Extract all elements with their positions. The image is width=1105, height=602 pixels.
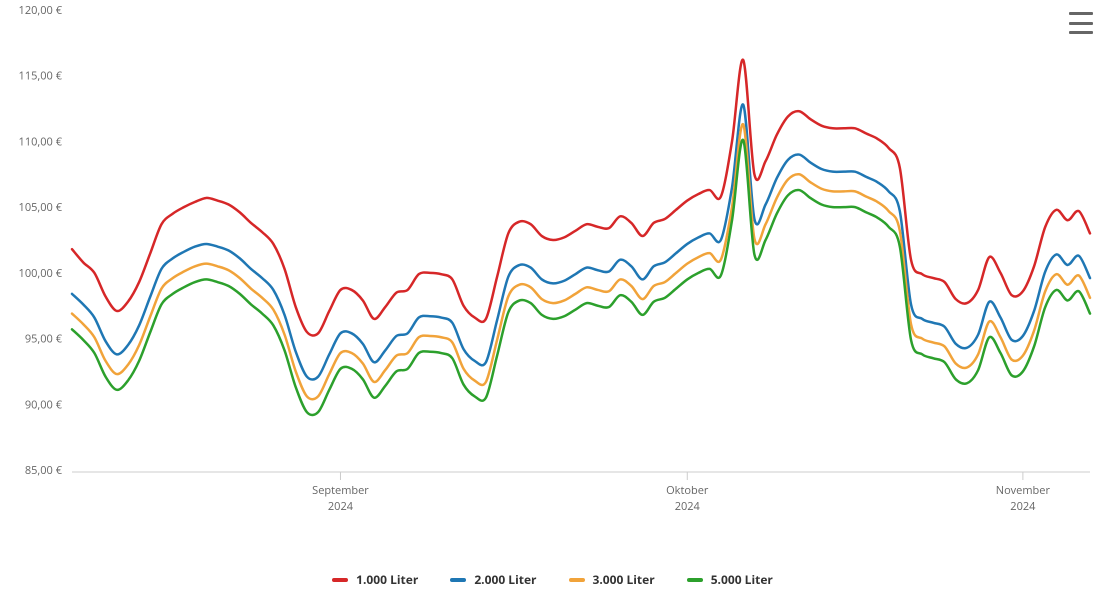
svg-text:85,00 €: 85,00 € xyxy=(25,463,63,478)
chart-menu-icon[interactable] xyxy=(1069,10,1093,36)
legend-label: 1.000 Liter xyxy=(356,571,418,588)
svg-text:2024: 2024 xyxy=(328,499,354,514)
svg-text:90,00 €: 90,00 € xyxy=(25,397,63,412)
legend-swatch xyxy=(569,578,585,582)
svg-text:Oktober: Oktober xyxy=(666,483,709,498)
svg-text:2024: 2024 xyxy=(1010,499,1036,514)
svg-text:115,00 €: 115,00 € xyxy=(19,69,63,84)
chart-legend: 1.000 Liter 2.000 Liter 3.000 Liter 5.000 L… xyxy=(0,571,1105,588)
legend-swatch xyxy=(332,578,348,582)
legend-swatch xyxy=(687,578,703,582)
svg-text:2024: 2024 xyxy=(675,499,701,514)
legend-item[interactable]: 3.000 Liter xyxy=(569,571,655,588)
legend-swatch xyxy=(450,578,466,582)
legend-label: 3.000 Liter xyxy=(593,571,655,588)
svg-text:110,00 €: 110,00 € xyxy=(19,134,63,149)
svg-text:95,00 €: 95,00 € xyxy=(25,332,63,347)
svg-text:September: September xyxy=(312,483,369,498)
chart-svg: 85,00 € 90,00 € 95,00 € 100,00 € 105,00 € 110… xyxy=(0,0,1105,602)
legend-label: 5.000 Liter xyxy=(711,571,773,588)
legend-item[interactable]: 1.000 Liter xyxy=(332,571,418,588)
price-chart: 85,00 € 90,00 € 95,00 € 100,00 € 105,00 € 110… xyxy=(0,0,1105,602)
svg-text:120,00 €: 120,00 € xyxy=(19,3,63,18)
legend-item[interactable]: 2.000 Liter xyxy=(450,571,536,588)
svg-text:100,00 €: 100,00 € xyxy=(19,266,63,281)
svg-text:105,00 €: 105,00 € xyxy=(19,200,63,215)
legend-item[interactable]: 5.000 Liter xyxy=(687,571,773,588)
svg-text:November: November xyxy=(996,483,1051,498)
legend-label: 2.000 Liter xyxy=(474,571,536,588)
